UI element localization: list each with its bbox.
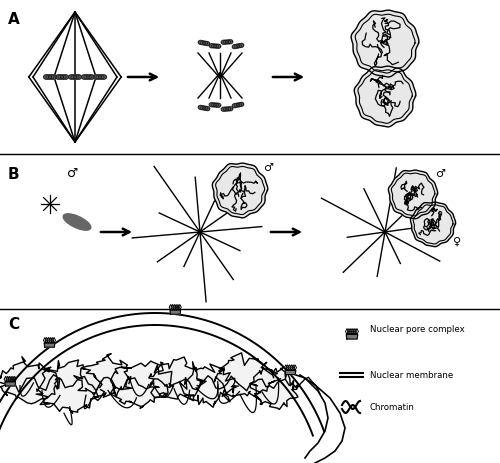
- Polygon shape: [76, 75, 82, 80]
- Polygon shape: [209, 45, 214, 49]
- Polygon shape: [98, 75, 104, 80]
- Polygon shape: [232, 105, 237, 108]
- Text: ♀: ♀: [453, 237, 461, 246]
- Polygon shape: [212, 45, 216, 49]
- Polygon shape: [149, 357, 206, 401]
- Polygon shape: [198, 41, 203, 45]
- Polygon shape: [224, 108, 228, 112]
- Polygon shape: [216, 104, 221, 108]
- Polygon shape: [202, 42, 207, 46]
- Polygon shape: [209, 104, 214, 107]
- Polygon shape: [224, 41, 228, 45]
- Polygon shape: [0, 357, 60, 404]
- Polygon shape: [285, 370, 296, 375]
- Polygon shape: [46, 75, 52, 80]
- Polygon shape: [44, 75, 49, 80]
- Polygon shape: [228, 107, 233, 112]
- Polygon shape: [180, 362, 238, 407]
- Polygon shape: [68, 75, 74, 80]
- Polygon shape: [63, 214, 91, 231]
- Text: A: A: [8, 12, 20, 27]
- Polygon shape: [198, 106, 203, 110]
- Polygon shape: [234, 104, 240, 108]
- Polygon shape: [51, 75, 57, 80]
- Polygon shape: [388, 171, 438, 219]
- Polygon shape: [84, 75, 89, 80]
- Polygon shape: [36, 360, 104, 413]
- Polygon shape: [94, 75, 99, 80]
- Text: C: C: [8, 316, 19, 332]
- Polygon shape: [74, 75, 79, 80]
- Polygon shape: [101, 75, 106, 80]
- Text: Nuclear membrane: Nuclear membrane: [370, 371, 453, 380]
- Polygon shape: [214, 45, 218, 49]
- Polygon shape: [89, 75, 94, 80]
- Polygon shape: [71, 75, 76, 80]
- Polygon shape: [214, 104, 218, 108]
- Polygon shape: [221, 108, 226, 112]
- Polygon shape: [214, 353, 280, 400]
- Polygon shape: [250, 368, 298, 410]
- Polygon shape: [239, 44, 244, 48]
- Polygon shape: [236, 45, 242, 49]
- Text: ♂: ♂: [435, 169, 445, 179]
- Polygon shape: [170, 310, 180, 314]
- Polygon shape: [86, 75, 92, 80]
- Polygon shape: [212, 164, 268, 219]
- Polygon shape: [63, 75, 68, 80]
- Polygon shape: [205, 43, 210, 46]
- Polygon shape: [228, 41, 233, 44]
- Polygon shape: [200, 106, 205, 111]
- Polygon shape: [82, 75, 87, 80]
- Polygon shape: [56, 75, 61, 80]
- Polygon shape: [58, 75, 64, 80]
- Text: Nuclear pore complex: Nuclear pore complex: [370, 325, 465, 334]
- Polygon shape: [5, 382, 15, 386]
- Polygon shape: [110, 361, 174, 408]
- Polygon shape: [346, 335, 358, 339]
- Polygon shape: [232, 45, 237, 50]
- Polygon shape: [226, 41, 230, 45]
- Polygon shape: [221, 41, 226, 45]
- Polygon shape: [351, 11, 419, 78]
- Text: ♂: ♂: [68, 167, 78, 180]
- Polygon shape: [202, 107, 207, 111]
- Polygon shape: [226, 108, 230, 112]
- Polygon shape: [48, 75, 54, 80]
- Polygon shape: [212, 104, 216, 108]
- Polygon shape: [236, 104, 242, 107]
- Polygon shape: [96, 75, 102, 80]
- Polygon shape: [216, 45, 221, 49]
- Polygon shape: [44, 343, 55, 347]
- Text: Chromatin: Chromatin: [370, 403, 415, 412]
- Polygon shape: [234, 45, 240, 49]
- Text: B: B: [8, 167, 20, 181]
- Polygon shape: [239, 103, 244, 107]
- Polygon shape: [200, 42, 205, 46]
- Text: ♂: ♂: [263, 163, 273, 173]
- Polygon shape: [410, 203, 456, 247]
- Polygon shape: [354, 67, 416, 128]
- Polygon shape: [205, 107, 210, 111]
- Polygon shape: [60, 75, 66, 80]
- Polygon shape: [74, 354, 132, 397]
